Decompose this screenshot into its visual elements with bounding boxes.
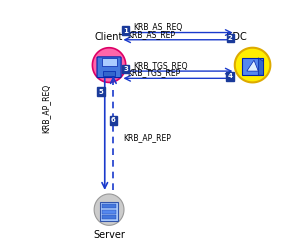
FancyBboxPatch shape bbox=[100, 202, 118, 221]
Text: KRB_AP_REP: KRB_AP_REP bbox=[123, 133, 171, 142]
Text: KRB_AS_REQ: KRB_AS_REQ bbox=[133, 22, 183, 31]
Polygon shape bbox=[235, 48, 270, 82]
Text: KRB_TGS_REP: KRB_TGS_REP bbox=[128, 69, 181, 78]
Polygon shape bbox=[94, 194, 124, 225]
Text: Client: Client bbox=[95, 32, 123, 42]
FancyBboxPatch shape bbox=[242, 58, 263, 75]
Text: Server: Server bbox=[93, 230, 125, 240]
Text: 1: 1 bbox=[123, 28, 128, 33]
FancyBboxPatch shape bbox=[102, 215, 116, 219]
FancyBboxPatch shape bbox=[102, 58, 117, 66]
Text: 6: 6 bbox=[111, 118, 116, 123]
FancyBboxPatch shape bbox=[102, 204, 116, 208]
Text: KRB_AP_REQ: KRB_AP_REQ bbox=[41, 84, 51, 133]
FancyBboxPatch shape bbox=[102, 210, 116, 214]
Text: KRB_TGS_REQ: KRB_TGS_REQ bbox=[133, 61, 188, 70]
Text: KRB_AS_REP: KRB_AS_REP bbox=[128, 30, 176, 39]
FancyBboxPatch shape bbox=[103, 71, 115, 76]
Polygon shape bbox=[258, 58, 263, 75]
Text: 5: 5 bbox=[99, 89, 103, 94]
Text: 2: 2 bbox=[228, 35, 232, 41]
Text: KDC: KDC bbox=[226, 32, 247, 42]
Polygon shape bbox=[92, 48, 126, 82]
Polygon shape bbox=[247, 60, 258, 71]
Text: 4: 4 bbox=[228, 74, 233, 79]
FancyBboxPatch shape bbox=[97, 57, 121, 78]
Text: 3: 3 bbox=[123, 66, 128, 72]
